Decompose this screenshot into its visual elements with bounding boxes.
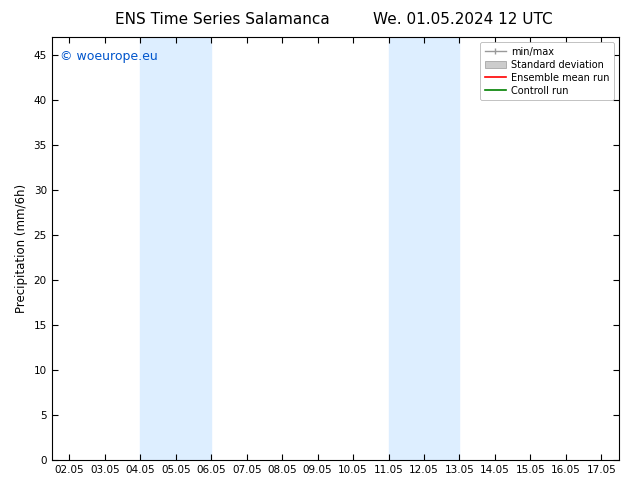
- Text: ENS Time Series Salamanca: ENS Time Series Salamanca: [115, 12, 329, 27]
- Y-axis label: Precipitation (mm/6h): Precipitation (mm/6h): [15, 184, 28, 313]
- Text: We. 01.05.2024 12 UTC: We. 01.05.2024 12 UTC: [373, 12, 553, 27]
- Bar: [389, 37, 460, 460]
- Legend: min/max, Standard deviation, Ensemble mean run, Controll run: min/max, Standard deviation, Ensemble me…: [480, 42, 614, 100]
- Bar: [140, 37, 211, 460]
- Text: © woeurope.eu: © woeurope.eu: [60, 50, 158, 63]
